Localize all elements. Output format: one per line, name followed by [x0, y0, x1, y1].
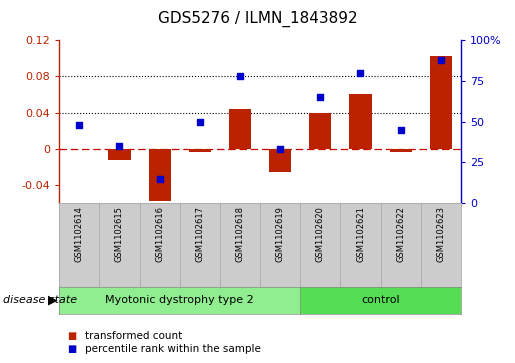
Text: Myotonic dystrophy type 2: Myotonic dystrophy type 2: [106, 295, 254, 305]
Bar: [430, 56, 452, 149]
Text: GSM1102620: GSM1102620: [316, 206, 325, 262]
Point: [156, 176, 164, 182]
Point: [276, 146, 284, 152]
Point: [356, 70, 365, 76]
Bar: [350, 94, 371, 149]
Text: GSM1102623: GSM1102623: [436, 206, 445, 262]
Text: ■: ■: [67, 331, 76, 341]
Point: [115, 143, 124, 149]
Text: GSM1102621: GSM1102621: [356, 206, 365, 262]
Text: GSM1102616: GSM1102616: [155, 206, 164, 262]
Text: transformed count: transformed count: [85, 331, 182, 341]
Text: ▶: ▶: [48, 294, 58, 307]
Text: GSM1102619: GSM1102619: [276, 206, 285, 262]
Bar: [269, 149, 291, 172]
Bar: [229, 109, 251, 149]
Text: GSM1102615: GSM1102615: [115, 206, 124, 262]
Text: ■: ■: [67, 344, 76, 354]
Point: [397, 127, 405, 133]
Text: GSM1102622: GSM1102622: [396, 206, 405, 262]
Bar: [149, 149, 170, 200]
Text: GSM1102618: GSM1102618: [235, 206, 245, 262]
Bar: [310, 113, 331, 149]
Text: disease state: disease state: [3, 295, 77, 305]
Bar: [109, 149, 130, 160]
Point: [196, 119, 204, 125]
Point: [437, 57, 445, 62]
Text: GSM1102614: GSM1102614: [75, 206, 84, 262]
Point: [75, 122, 83, 128]
Text: control: control: [362, 295, 400, 305]
Text: percentile rank within the sample: percentile rank within the sample: [85, 344, 261, 354]
Point: [316, 94, 324, 100]
Bar: [189, 149, 211, 152]
Text: GDS5276 / ILMN_1843892: GDS5276 / ILMN_1843892: [158, 11, 357, 27]
Text: GSM1102617: GSM1102617: [195, 206, 204, 262]
Point: [236, 73, 244, 79]
Bar: [390, 149, 411, 152]
